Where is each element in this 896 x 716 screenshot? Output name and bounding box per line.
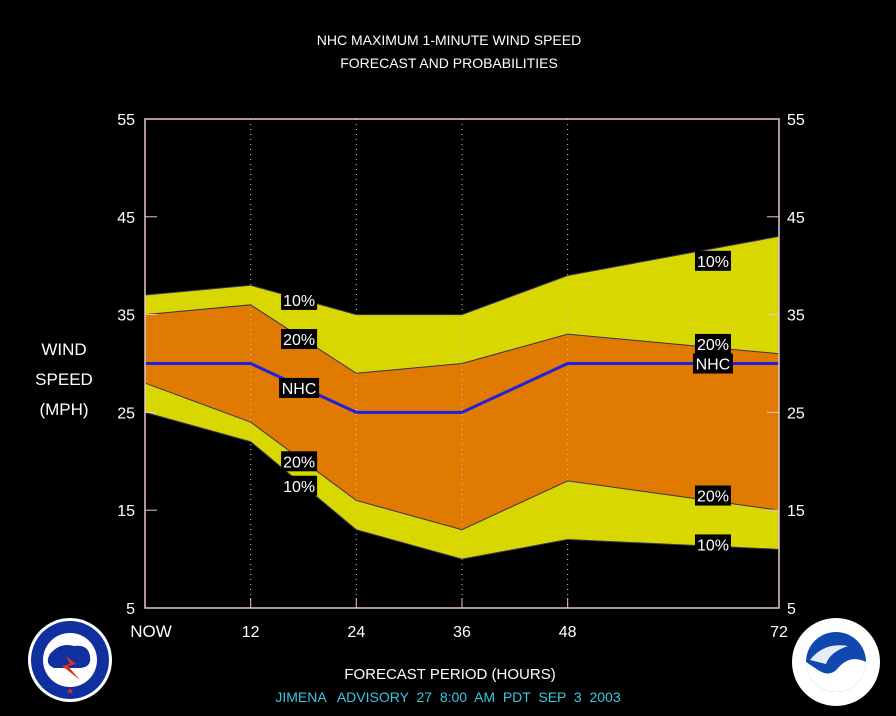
- y-tick-label-left: 55: [117, 112, 135, 129]
- annotation-label: 10%: [694, 534, 731, 555]
- chart-title: NHC MAXIMUM 1-MINUTE WIND SPEED: [317, 32, 581, 48]
- annotation-label: 10%: [281, 289, 318, 310]
- series-line-upper-inner: [144, 304, 780, 374]
- annotation-label: 10%: [281, 475, 318, 496]
- annotation-text: NHC: [282, 381, 317, 398]
- annotation-box: [694, 534, 731, 555]
- annotation-text: 20%: [283, 332, 315, 349]
- y-tick-label-left: 5: [126, 601, 135, 618]
- annotation-box: [281, 451, 318, 472]
- series-lines: [144, 235, 780, 560]
- y-axis-label-line1: WIND: [41, 340, 86, 359]
- band-20-percent: [145, 304, 779, 530]
- nws-logo-icon: ★: [28, 618, 112, 702]
- x-axis-label: FORECAST PERIOD (HOURS): [344, 666, 555, 683]
- x-tick-label: 72: [770, 624, 788, 641]
- annotation-box: [279, 377, 320, 398]
- annotation-box: [281, 289, 318, 310]
- y-tick-label-right: 35: [787, 308, 805, 325]
- annotation-label: 20%: [694, 485, 731, 506]
- x-tick-label: 48: [559, 624, 577, 641]
- annotation-box: [694, 250, 731, 271]
- chart-subtitle: FORECAST AND PROBABILITIES: [340, 55, 558, 71]
- y-tick-label-right: 5: [787, 601, 796, 618]
- annotation-box: [281, 329, 318, 350]
- advisory-footer: JIMENA ADVISORY 27 8:00 AM PDT SEP 3 200…: [275, 689, 620, 705]
- noaa-logo-icon: [792, 618, 880, 706]
- y-tick-label-right: 25: [787, 405, 805, 422]
- annotation-text: 10%: [283, 293, 315, 310]
- annotation-text: NHC: [696, 357, 731, 374]
- y-tick-label-right: 55: [787, 112, 805, 129]
- y-axis-label-line2: SPEED: [35, 370, 93, 389]
- series-line-upper-outer: [144, 235, 780, 316]
- annotation-labels: 10% 20% NHC 20% 10% 10% 20% NHC 20% 10%: [279, 250, 733, 555]
- series-line-forecast: [145, 362, 779, 414]
- series-line-lower-inner: [144, 382, 780, 531]
- y-tick-label-left: 45: [117, 210, 135, 227]
- annotation-label: 20%: [281, 451, 318, 472]
- annotation-label: 10%: [694, 250, 731, 271]
- annotation-box: [692, 353, 733, 374]
- annotation-label: NHC: [692, 353, 733, 374]
- annotation-text: 10%: [283, 479, 315, 496]
- series-line-lower-outer: [144, 411, 780, 560]
- y-tick-label-right: 45: [787, 210, 805, 227]
- annotation-label: NHC: [279, 377, 320, 398]
- y-tick-label-left: 15: [117, 503, 135, 520]
- x-tick-label: NOW: [130, 622, 172, 641]
- annotation-text: 20%: [697, 337, 729, 354]
- annotation-box: [694, 485, 731, 506]
- annotation-box: [694, 333, 731, 354]
- annotation-text: 20%: [697, 489, 729, 506]
- y-tick-label-left: 35: [117, 308, 135, 325]
- x-tick-label: 36: [453, 624, 471, 641]
- x-tick-label: 24: [347, 624, 365, 641]
- y-axis-label-line3: (MPH): [39, 400, 88, 419]
- annotation-label: 20%: [694, 333, 731, 354]
- annotation-text: 20%: [283, 454, 315, 471]
- annotation-text: 10%: [697, 537, 729, 554]
- annotation-box: [281, 475, 318, 496]
- y-tick-label-right: 15: [787, 503, 805, 520]
- annotation-label: 20%: [281, 329, 318, 350]
- annotation-text: 10%: [697, 254, 729, 271]
- x-tick-label: 12: [242, 624, 260, 641]
- svg-text:★: ★: [66, 686, 74, 696]
- y-tick-label-left: 25: [117, 405, 135, 422]
